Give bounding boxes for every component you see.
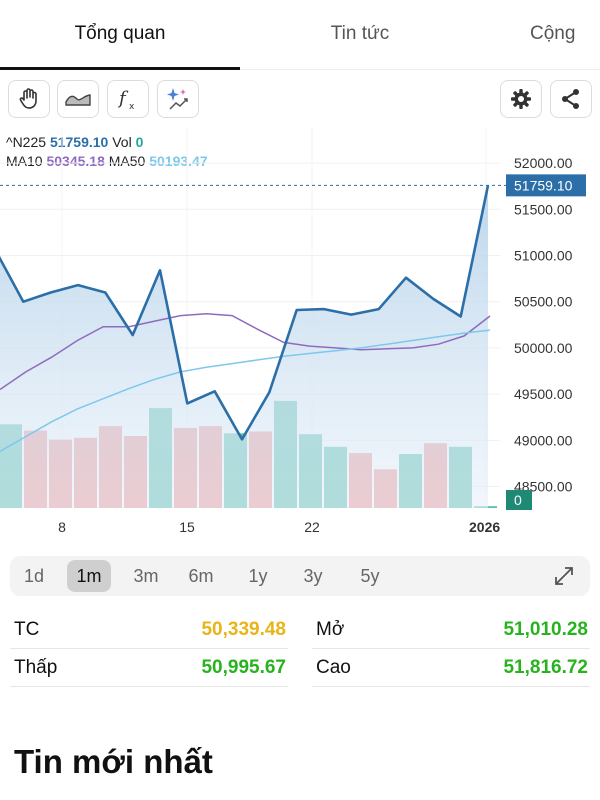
ma10-value: 50345.18 [46,153,105,169]
volume-value-tag [506,490,532,510]
ma50-line [0,329,491,453]
range-1y-button[interactable]: 1y [248,566,268,586]
price-area [0,185,488,508]
stat-label: TC [14,619,40,640]
expand-icon[interactable] [552,564,576,588]
x-tick-label: 22 [304,519,320,535]
current-price-tag [506,174,586,197]
ma10-label: MA10 [6,153,43,169]
ai-sparkle-icon [167,88,188,110]
y-tick-label: 51000.00 [514,248,573,264]
latest-news-heading: Tin mới nhất [14,743,213,780]
range-5y-button[interactable]: 5y [360,566,380,586]
vol-label: Vol [112,134,132,150]
stat-value: 50,339.48 [201,619,286,640]
range-1d-button[interactable]: 1d [23,566,45,586]
chart-legend-price: ^N225 51759.10 Vol 0 [6,134,143,150]
y-tick-label: 50000.00 [514,340,573,356]
hand-icon [19,88,37,109]
stat-label: Mở [316,619,345,640]
current-price-label: 51759.10 [514,177,573,193]
ma10-line [0,312,491,391]
svg-text:f: f [117,88,129,109]
stat-label: Cao [316,657,351,678]
vol-value: 0 [135,134,144,150]
area-chart-icon [65,94,91,106]
plot-area [0,185,497,508]
active-tab-indicator [0,67,240,70]
share-button[interactable] [550,80,592,118]
stat-reference: TC 50,339.48 [10,611,288,649]
y-tick-label: 50500.00 [514,294,573,310]
x-tick-label: 15 [179,519,195,535]
gear-icon [511,89,531,109]
ma50-label: MA50 [108,153,146,169]
y-tick-label: 49500.00 [514,386,573,402]
stat-low: Thấp 50,995.67 [10,649,288,687]
y-tick-label: 51500.00 [514,201,573,217]
chart-legend-ma: MA10 50345.18 MA50 50193.47 [6,153,208,169]
x-tick-label: 8 [58,519,66,535]
range-6m-button[interactable]: 6m [188,566,214,586]
price-line [0,185,490,441]
price-chart[interactable]: 52000.00 51500.00 51000.00 50500.00 50000.00… [0,128,600,540]
y-tick-label: 49000.00 [514,432,573,448]
range-3y-button[interactable]: 3y [303,566,323,586]
tab-news[interactable]: Tin tức [330,23,390,44]
tab-bar: Tổng quan Tin tức Cộng [0,0,600,70]
price-value: 51759.10 [49,134,109,150]
chart-type-button[interactable] [57,80,99,118]
tab-overview[interactable]: Tổng quan [74,23,166,44]
volume-value-label: 0 [514,492,522,508]
tab-community[interactable]: Cộng [530,23,576,44]
stat-label: Thấp [14,657,58,678]
svg-text:x: x [129,102,135,112]
hand-tool-button[interactable] [8,80,50,118]
x-tick-label: 2026 [469,519,500,535]
symbol-label: ^N225 [6,134,47,150]
stat-value: 50,995.67 [201,657,286,678]
stat-value: 51,010.28 [503,619,588,640]
stat-high: Cao 51,816.72 [312,649,590,687]
stat-value: 51,816.72 [503,657,588,678]
ai-analysis-button[interactable] [157,80,199,118]
time-range-selector: 1d 1m 3m 6m 1y 3y 5y [10,556,590,596]
function-icon: f x [117,88,135,112]
y-tick-label: 52000.00 [514,155,573,171]
indicator-button[interactable]: f x [107,80,149,118]
range-3m-button[interactable]: 3m [133,566,159,586]
stat-open: Mở 51,010.28 [312,611,590,649]
range-1m-button[interactable]: 1m [67,560,111,592]
share-icon [562,89,579,109]
settings-button[interactable] [500,80,542,118]
ma50-value: 50193.47 [149,153,208,169]
